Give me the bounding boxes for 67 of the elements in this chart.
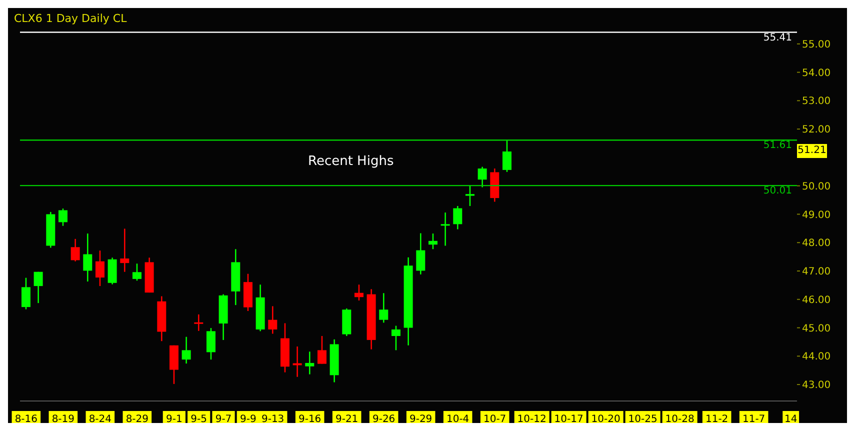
y-tick-label: 48.00 (802, 238, 831, 250)
y-tick-label: 45.00 (802, 323, 831, 334)
x-tick-label: 14 (784, 414, 798, 425)
x-tick-label: 11-7 (742, 414, 766, 425)
candlestick (354, 284, 364, 302)
candlestick (292, 346, 302, 378)
candlestick (268, 306, 278, 334)
x-tick-label: 9-26 (372, 414, 396, 425)
candlestick (34, 271, 43, 304)
x-tick-label: 10-28 (665, 414, 694, 425)
y-tick-label: 44.00 (802, 352, 831, 363)
x-tick-label: 8-19 (52, 414, 75, 425)
y-tick-label: 53.00 (802, 96, 831, 108)
candlestick (465, 184, 474, 207)
candlestick (194, 314, 204, 332)
candlestick (453, 205, 462, 230)
x-tick-label: 10-12 (517, 414, 546, 425)
y-tick-label: 46.00 (802, 294, 831, 306)
x-tick-label: 9-29 (409, 414, 432, 425)
candlestick (391, 325, 400, 351)
candlestick (108, 257, 117, 285)
x-tick-label: 8-29 (126, 414, 149, 425)
candlestick (317, 335, 326, 364)
candlestick (95, 250, 104, 287)
x-tick-label: 10-25 (628, 414, 658, 425)
candlestick (83, 232, 92, 282)
y-tick-label: 54.00 (802, 68, 831, 79)
y-tick-label: 50.00 (802, 181, 831, 192)
candlestick (70, 238, 80, 262)
y-tick-label: 52.00 (802, 124, 831, 136)
x-tick-label: 8-24 (88, 414, 112, 425)
candlestick (132, 262, 142, 282)
x-tick-label: 10-7 (483, 414, 506, 425)
candlestick (478, 166, 487, 188)
candlestick (416, 232, 426, 276)
note-text: Recent Highs (308, 154, 394, 169)
x-tick-label: 9-16 (298, 414, 322, 425)
x-tick-label: 8-16 (14, 414, 38, 425)
x-tick-label: 9-7 (215, 414, 232, 425)
x-tick-label: 9-13 (261, 414, 284, 425)
y-tick-label: 55.00 (802, 39, 831, 50)
candlestick (305, 350, 314, 375)
x-tick-label: 9-5 (190, 414, 208, 425)
ref-line-label: 55.41 (763, 32, 792, 44)
y-tick-label: 49.00 (802, 210, 831, 221)
candlestick (440, 212, 450, 246)
x-tick-label: 10-20 (591, 414, 620, 425)
y-tick-label: 43.00 (802, 380, 831, 392)
annotation: 51.21 (797, 144, 827, 158)
x-tick-label: 9-21 (335, 414, 358, 425)
candlestick (58, 208, 68, 227)
ref-line-label: 50.01 (763, 186, 792, 197)
candlestick (182, 336, 191, 364)
x-tick-label: 11-2 (705, 414, 728, 425)
candlestick (502, 139, 512, 173)
candlestick (379, 292, 388, 324)
x-tick-label: 9-9 (240, 414, 256, 425)
x-tick-label: 10-17 (554, 414, 584, 425)
y-tick-label: 47.00 (802, 266, 831, 278)
candlestick (120, 228, 130, 272)
candlestick (428, 232, 438, 250)
x-tick-label: 9-1 (166, 414, 182, 425)
x-tick-label: 10-4 (446, 414, 470, 425)
ref-line-label: 51.61 (763, 140, 792, 152)
chart-title: CLX6 1 Day Daily CL (14, 12, 127, 25)
candlestick (206, 327, 216, 360)
candlestick (21, 277, 30, 310)
